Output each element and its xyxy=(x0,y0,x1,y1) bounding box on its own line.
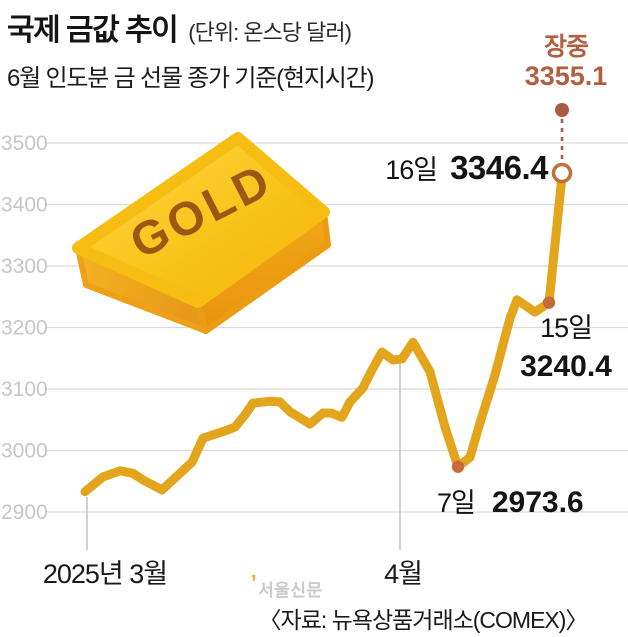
day16-value: 3346.4 xyxy=(450,149,548,186)
data-source: 〈자료: 뉴욕상품거래소(COMEX)〉 xyxy=(258,607,589,633)
day15-label: 15일 xyxy=(540,313,593,343)
intraday-value: 3355.1 xyxy=(524,61,608,91)
y-axis-label-2900: 2900 xyxy=(1,501,48,524)
gold-bar-illustration: GOLD xyxy=(72,132,331,334)
data-point-dot xyxy=(451,460,465,473)
y-axis-label-3200: 3200 xyxy=(1,317,48,340)
day7-value: 2973.6 xyxy=(491,486,584,519)
x-axis-label: 4월 xyxy=(384,559,422,589)
publisher-watermark: ’ 서울신문 xyxy=(251,572,323,601)
intraday-peak-dot xyxy=(555,103,569,117)
annotation-day16: 16일 3346.4 xyxy=(385,148,548,187)
x-axis-label: 2025년 3월 xyxy=(43,559,167,589)
annotation-intraday: 장중 3355.1 xyxy=(503,33,628,91)
y-axis-label-3300: 3300 xyxy=(1,255,48,278)
gold-bar-top-face xyxy=(72,132,330,308)
watermark-tick-icon: ’ xyxy=(251,572,258,594)
y-axis-label-3000: 3000 xyxy=(1,440,48,463)
y-axis-label-3400: 3400 xyxy=(1,194,48,217)
y-axis-label-3500: 3500 xyxy=(1,132,48,155)
gold-price-line xyxy=(80,171,567,497)
day16-label: 16일 xyxy=(385,155,438,185)
watermark-text: 서울신문 xyxy=(258,581,323,600)
subtitle: 6월 인도분 금 선물 종가 기준(현지시간) xyxy=(7,65,374,92)
day15-value: 3240.4 xyxy=(520,350,612,384)
y-axis-label-3100: 3100 xyxy=(1,378,48,401)
unit-note: (단위: 온스당 달러) xyxy=(188,20,352,45)
page-title: 국제 금값 추이 xyxy=(7,14,179,47)
header: 국제 금값 추이 (단위: 온스당 달러) 6월 인도분 금 선물 종가 기준(… xyxy=(7,5,374,93)
intraday-label: 장중 xyxy=(543,33,589,61)
closing-price-open-circle xyxy=(551,162,573,184)
annotation-day15: 15일 3240.4 xyxy=(500,312,628,385)
data-point-dot xyxy=(542,296,556,309)
annotation-day7: 7일 2973.6 xyxy=(437,481,584,520)
day7-label: 7일 xyxy=(437,488,476,518)
